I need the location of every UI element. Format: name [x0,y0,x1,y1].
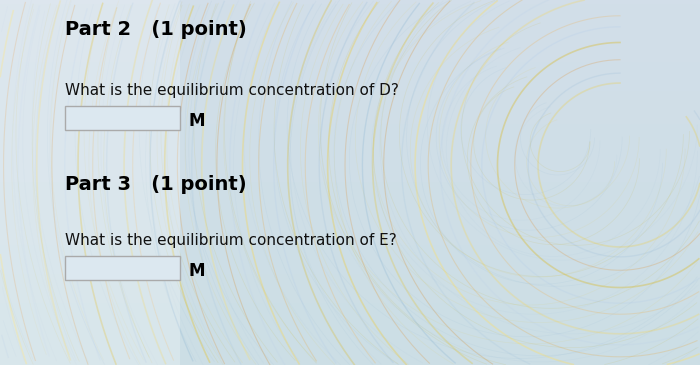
Bar [65,256,180,280]
Bar [65,106,180,130]
Text: M: M [188,262,204,280]
Bar [0,0,180,365]
Text: M: M [188,112,204,130]
Text: What is the equilibrium concentration of E?: What is the equilibrium concentration of… [65,233,397,248]
Text: Part 3   (1 point): Part 3 (1 point) [65,175,246,194]
Text: Part 2   (1 point): Part 2 (1 point) [65,20,246,39]
Text: What is the equilibrium concentration of D?: What is the equilibrium concentration of… [65,83,399,98]
